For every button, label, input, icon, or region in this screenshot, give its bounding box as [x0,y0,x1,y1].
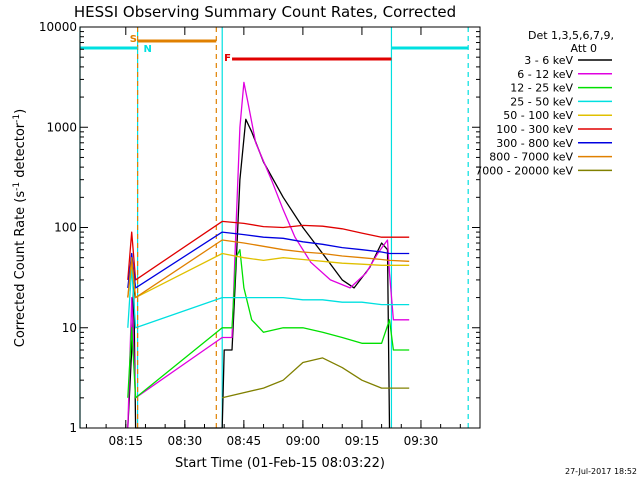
y-axis-label-end: ) [13,109,28,114]
y-axis-label-mid: detector [13,122,28,182]
x-axis-label: Start Time (01-Feb-15 08:03:22) [175,456,385,471]
legend-label-1: 6 - 12 keV [517,68,573,81]
series-line-5 [127,220,410,281]
legend-header-line-1: Det 1,3,5,6,7,9, [528,29,614,42]
y-tick-label-1: 10 [62,321,77,335]
legend-header-line-2: Att 0 [571,42,597,55]
timestamp-label: 27-Jul-2017 18:52 [565,467,637,476]
legend-label-7: 800 - 7000 keV [489,151,573,164]
series-lines [127,81,410,429]
legend-label-2: 12 - 25 keV [510,82,573,95]
y-tick-label-0: 1 [69,421,77,435]
y-axis-label-base: Corrected Count Rate (s [13,191,28,348]
legend-label-3: 25 - 50 keV [510,95,573,108]
series-line-8 [222,357,410,399]
x-axis-ticks: 08:15 08:30 08:45 09:00 09:15 09:30 [85,27,481,448]
y-axis-label-sup2: -1 [12,114,22,123]
flag-label-s: S [130,34,137,45]
x-tick-label-1: 08:30 [168,434,203,448]
series-line-6 [127,231,410,289]
y-tick-label-3: 1000 [46,120,77,134]
y-tick-label-2: 100 [54,221,77,235]
series-line-2 [127,249,410,399]
y-axis-label-sup1: -1 [12,182,22,191]
x-tick-label-4: 09:15 [345,434,380,448]
legend-label-8: 7000 - 20000 keV [475,164,573,177]
legend-label-0: 3 - 6 keV [524,54,573,67]
flag-bars: SN F [80,34,469,64]
series-line-3 [127,266,410,329]
legend-label-5: 100 - 300 keV [496,123,573,136]
flag-label-n: N [143,44,151,55]
flag-label-f: F [224,53,231,64]
y-tick-label-4: 10000 [39,20,77,34]
legend-label-4: 50 - 100 keV [503,109,573,122]
series-line-7 [127,239,410,299]
y-axis-label: Corrected Count Rate (s-1 detector-1) [12,109,28,347]
series-line-1 [127,81,410,429]
x-tick-label-2: 08:45 [227,434,262,448]
series-line-4 [127,252,410,299]
y-axis-ticks: 1 10 100 1000 10000 [39,20,480,435]
x-tick-label-3: 09:00 [286,434,321,448]
x-tick-label-5: 09:30 [404,434,439,448]
chart-title: HESSI Observing Summary Count Rates, Cor… [74,3,456,21]
x-tick-label-0: 08:15 [108,434,143,448]
legend-label-6: 300 - 800 keV [496,137,573,150]
